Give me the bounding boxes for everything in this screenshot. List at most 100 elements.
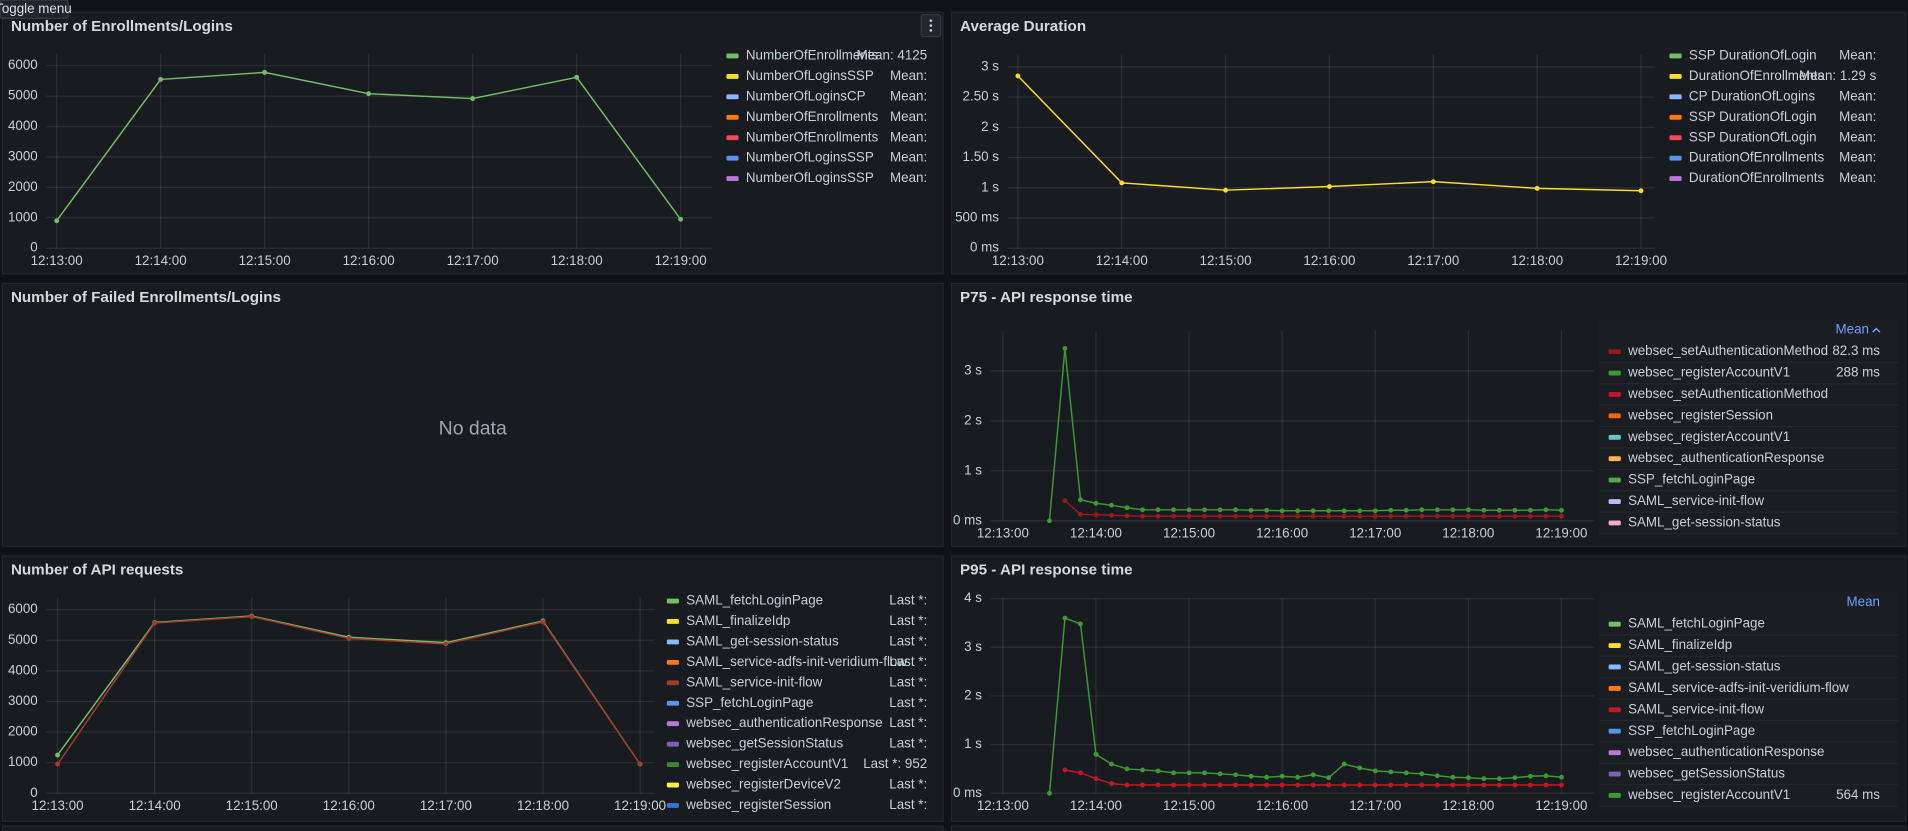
legend-name[interactable]: SAML_service-init-flow [1628,701,1764,716]
data-point [1341,508,1347,514]
legend-name[interactable]: SAML_service-init-flow [686,674,822,689]
x-tick-label: 12:15:00 [1200,253,1252,268]
data-point [1202,507,1208,513]
data-point [1078,497,1083,503]
data-point [1140,767,1145,773]
legend-name[interactable]: SSP DurationOfLogin [1689,129,1817,144]
legend-swatch [1608,664,1621,670]
x-tick-label: 12:15:00 [226,798,278,813]
legend-name[interactable]: SSP_fetchLoginPage [686,695,813,710]
legend-swatch [1608,771,1621,777]
legend-name[interactable]: NumberOfLoginsSSP [746,150,874,165]
legend-stat: Mean: 4125 [857,47,928,62]
legend-name[interactable]: NumberOfEnrollments [746,47,879,62]
data-point [678,216,684,222]
data-point [1326,513,1332,519]
legend-name[interactable]: websec_getSessionStatus [685,736,843,751]
data-point [1326,508,1332,514]
data-point [1558,782,1564,788]
legend-header[interactable]: Mean [1836,321,1869,336]
legend-name[interactable]: websec_setAuthenticationMethod [1627,386,1828,401]
legend-name[interactable]: NumberOfEnrollments [746,109,879,124]
legend-name[interactable]: SSP DurationOfLogin [1689,109,1817,124]
legend-name[interactable]: CP DurationOfLogins [1689,88,1815,103]
legend-name[interactable]: NumberOfEnrollments [746,129,879,144]
sort-caret [1872,327,1881,333]
panel-title: Number of API requests [11,562,183,579]
legend-name[interactable]: SAML_finalizeIdp [686,613,790,628]
menu-dot [929,19,933,23]
legend-swatch [1669,135,1682,141]
legend-stat: Last *: [889,674,927,689]
data-point [1326,775,1332,781]
legend-name[interactable]: NumberOfLoginsSSP [746,68,874,83]
x-tick-label: 12:17:00 [1407,253,1459,268]
y-tick-label: 6000 [8,57,38,72]
legend-name[interactable]: NumberOfLoginsCP [746,88,866,103]
legend-swatch [1608,621,1621,627]
y-tick-label: 1.50 s [963,149,1000,164]
data-point [1186,507,1192,513]
legend-swatch [1669,114,1682,120]
legend-name[interactable]: SAML_service-init-flow [1628,493,1764,508]
legend-name[interactable]: websec_registerAccountV1 [685,756,848,771]
menu-dot [929,29,933,32]
legend-swatch [1608,477,1621,483]
panel-title: Number of Enrollments/Logins [11,18,233,35]
legend-name[interactable]: websec_getSessionStatus [1627,766,1785,781]
legend-name[interactable]: websec_registerSession [1627,407,1773,422]
x-tick-label: 12:14:00 [129,798,181,813]
data-point [1543,507,1549,513]
legend-name[interactable]: SAML_get-session-status [1628,659,1781,674]
data-point [574,74,580,80]
legend-name[interactable]: DurationOfEnrollments [1689,150,1825,165]
legend-name[interactable]: SAML_service-adfs-init-veridium-flow [686,654,907,669]
data-point [1062,498,1068,504]
legend-name[interactable]: SAML_finalizeIdp [1628,637,1732,652]
legend-name[interactable]: websec_registerDeviceV2 [685,777,841,792]
y-tick-label: 3000 [8,148,38,163]
data-point [1217,782,1223,788]
data-point [1527,773,1533,779]
legend-name[interactable]: SAML_service-adfs-init-veridium-flow [1628,680,1849,695]
legend-name[interactable]: websec_authenticationResponse [1627,744,1824,759]
legend-name[interactable]: websec_authenticationResponse [1627,450,1824,465]
legend-name[interactable]: SSP_fetchLoginPage [1628,723,1755,738]
panel [950,11,1907,275]
legend-name[interactable]: websec_registerAccountV1 [1627,429,1790,444]
data-point [1388,769,1394,775]
legend-name[interactable]: websec_registerAccountV1 [1627,787,1790,802]
legend-stat: Last *: [889,633,927,648]
data-point [1155,513,1161,519]
data-point [1310,782,1316,788]
legend-name[interactable]: SAML_fetchLoginPage [1628,616,1765,631]
y-tick-label: 0 [30,240,37,255]
y-tick-label: 0 ms [970,240,999,255]
y-tick-label: 2000 [8,724,38,739]
legend-name[interactable]: SAML_get-session-status [1628,514,1781,529]
legend-stat: Mean: [890,170,927,185]
legend-name[interactable]: DurationOfEnrollments [1689,170,1825,185]
x-tick-label: 12:13:00 [31,253,83,268]
legend-name[interactable]: SAML_get-session-status [686,633,839,648]
legend-header[interactable]: Mean [1846,594,1879,609]
legend-name[interactable]: websec_registerSession [685,797,831,812]
legend-name[interactable]: SSP DurationOfLogin [1689,47,1817,62]
legend-name[interactable]: websec_registerAccountV1 [1627,365,1790,380]
data-point [1403,782,1409,788]
legend-name[interactable]: DurationOfEnrollments [1689,68,1825,83]
legend-name[interactable]: SAML_fetchLoginPage [686,593,823,608]
legend-name[interactable]: SSP_fetchLoginPage [1628,472,1755,487]
legend-name[interactable]: websec_setAuthenticationMethod [1627,343,1828,358]
legend-name[interactable]: NumberOfLoginsSSP [746,170,874,185]
data-point [1465,775,1471,781]
legend-name[interactable]: websec_authenticationResponse [685,715,882,730]
panel [1,555,944,822]
legend-swatch [1608,750,1621,756]
panel-title: Number of Failed Enrollments/Logins [11,289,281,306]
data-point [1186,782,1192,788]
data-point [1140,782,1145,788]
